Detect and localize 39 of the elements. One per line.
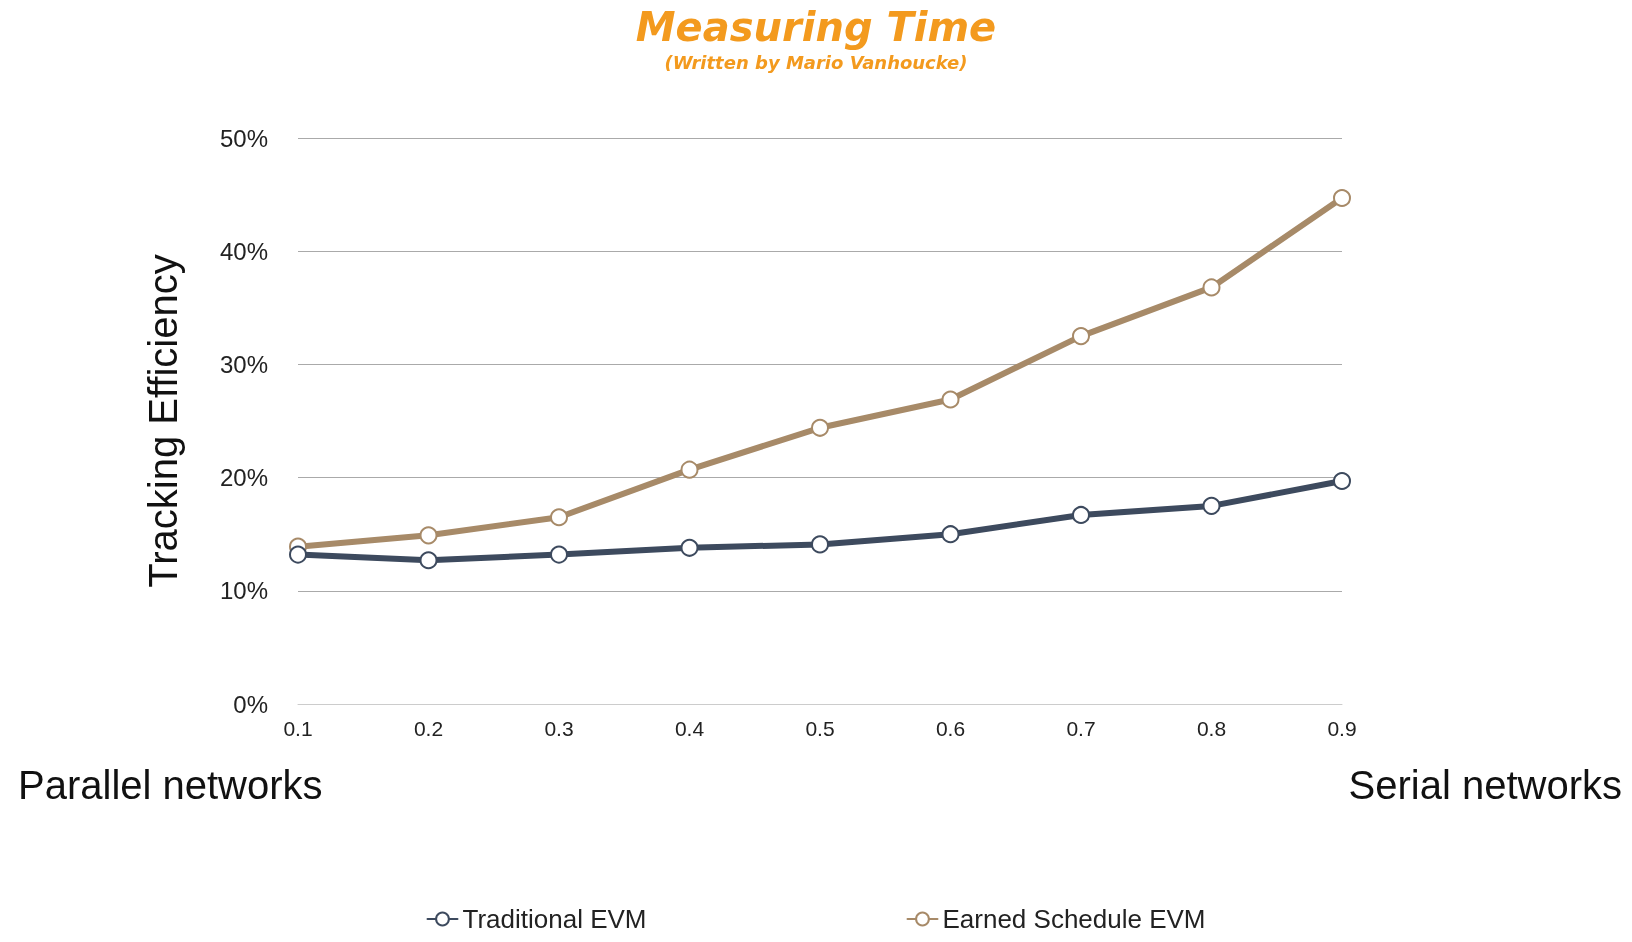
legend-label: Earned Schedule EVM (942, 904, 1206, 934)
point (1202, 496, 1221, 515)
point (680, 538, 699, 557)
point (941, 390, 960, 409)
x-tick-label: 0.5 (805, 717, 835, 740)
point (680, 460, 699, 479)
point (419, 526, 438, 545)
point (1333, 189, 1351, 207)
x-tick-label: 0.3 (544, 717, 574, 740)
point (1202, 278, 1221, 297)
x-tick-label: 0.2 (413, 717, 444, 740)
x-tick-label: 0.8 (1196, 717, 1227, 740)
y-tick-label: 40% (219, 237, 268, 265)
point (419, 551, 438, 570)
text: Parallel networks (18, 763, 323, 807)
y-tick-label: 10% (219, 577, 268, 605)
point (941, 525, 960, 544)
point (811, 418, 829, 437)
chart-title: Measuring Time (635, 4, 997, 50)
point (550, 508, 568, 527)
x-tick-label: 0.9 (1327, 717, 1357, 740)
y-tick-label: 0% (233, 690, 268, 718)
x-tick-label: 0.4 (674, 717, 705, 740)
point (811, 535, 829, 554)
x-tick-label: 0.7 (1066, 717, 1096, 740)
y-tick-label: 30% (219, 350, 268, 378)
x-tick-label: 0.6 (935, 717, 966, 740)
y-tick-label: 50% (219, 124, 268, 152)
x-tick-label: 0.1 (283, 717, 313, 740)
chart-subtitle: (Written by Mario Vanhoucke) (664, 51, 968, 73)
legend-label: Traditional EVM (462, 904, 647, 934)
point (1072, 505, 1090, 524)
y-tick-label: 20% (219, 464, 268, 492)
text: Serial networks (1348, 763, 1622, 807)
point (550, 545, 568, 564)
y-axis-title: Tracking Efficiency (141, 254, 185, 588)
point (1333, 472, 1351, 490)
point (1072, 327, 1090, 346)
point (289, 545, 307, 564)
